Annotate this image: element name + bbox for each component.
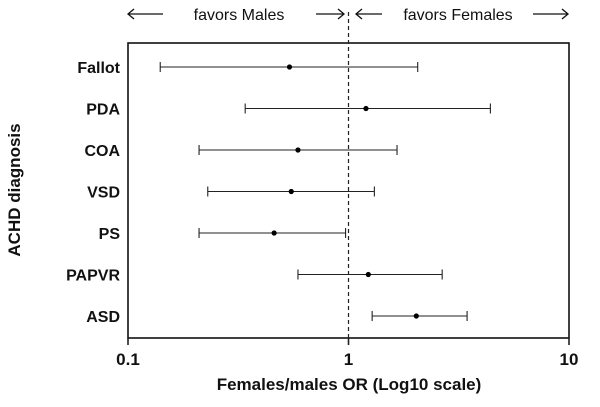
x-tick-label: 1: [344, 350, 353, 369]
category-label: VSD: [87, 185, 120, 202]
category-label: PDA: [86, 102, 120, 119]
estimate-point: [288, 188, 294, 195]
annotation-arrows: [126, 8, 570, 20]
estimate-point: [295, 147, 301, 153]
estimate-point: [286, 64, 293, 70]
x-tick-label: 10: [560, 350, 579, 369]
x-tick-label: 0.1: [116, 350, 140, 369]
estimate-point: [365, 271, 371, 278]
annotation-favors-males: favors Males: [194, 7, 285, 24]
category-label: PAPVR: [66, 268, 120, 285]
x-axis-label: Females/males OR (Log10 scale): [217, 375, 482, 394]
estimate-point: [413, 313, 419, 319]
category-label: Fallot: [77, 60, 120, 77]
category-label: ASD: [86, 309, 120, 326]
category-label: PS: [99, 226, 121, 243]
category-label: COA: [84, 143, 120, 160]
estimate-point: [271, 230, 277, 236]
annotation-favors-females: favors Females: [403, 7, 512, 24]
forest-rows: Fallot PDA COA VSD PS PAPVR ASD: [66, 60, 491, 326]
y-axis-label: ACHD diagnosis: [5, 123, 24, 256]
x-axis-ticks: 0.1 1 10: [116, 338, 578, 369]
estimate-point: [363, 105, 369, 112]
